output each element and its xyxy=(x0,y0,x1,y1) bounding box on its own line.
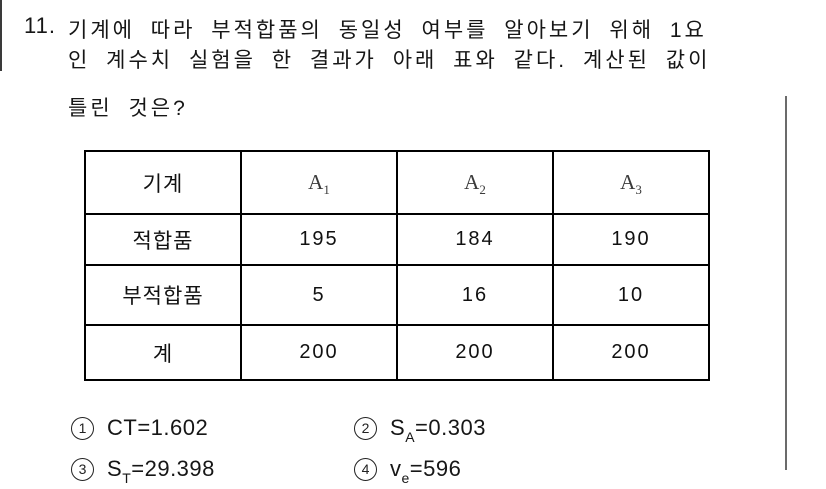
row-label-conforming: 적합품 xyxy=(84,213,242,266)
column-header-a2-base: A xyxy=(464,170,480,194)
table-corner-cell: 기계 xyxy=(84,150,242,215)
table-header-row: 기계 A1 A2 A3 xyxy=(84,150,710,215)
option-1-number-circle: 1 xyxy=(71,416,94,440)
option-4-value: =596 xyxy=(409,456,462,481)
option-2-number-circle: 2 xyxy=(354,416,377,440)
option-2-symbol: S xyxy=(390,415,406,440)
option-4-label: ve=596 xyxy=(390,456,462,485)
right-column-divider-line xyxy=(785,96,787,470)
option-3-subscript: T xyxy=(122,470,132,487)
option-4-number-circle: 4 xyxy=(354,457,377,481)
column-header-a2-subscript: 2 xyxy=(479,182,486,198)
question-text-line2: 인 계수치 실험을 한 결과가 아래 표와 같다. 계산된 값이 xyxy=(68,49,711,72)
option-3-number-circle: 3 xyxy=(71,457,94,481)
column-header-a3-base: A xyxy=(620,170,636,194)
option-4[interactable]: 4 ve=596 xyxy=(354,456,462,485)
table-cell: 16 xyxy=(396,264,554,326)
option-4-symbol: v xyxy=(390,456,402,481)
table-row-conforming: 적합품 195 184 190 xyxy=(84,213,710,266)
table-cell: 190 xyxy=(552,213,710,266)
option-3[interactable]: 3 ST=29.398 xyxy=(71,456,215,485)
option-3-value: =29.398 xyxy=(131,456,215,481)
option-1-label: CT=1.602 xyxy=(107,415,208,441)
table-cell: 5 xyxy=(240,264,398,326)
table-row-nonconforming: 부적합품 5 16 10 xyxy=(84,264,710,326)
option-3-label: ST=29.398 xyxy=(107,456,215,485)
column-header-a3: A3 xyxy=(552,150,710,215)
row-label-total: 계 xyxy=(84,324,242,381)
table-cell: 184 xyxy=(396,213,554,266)
table-cell: 200 xyxy=(240,324,398,381)
left-column-divider-line xyxy=(0,0,2,71)
table-cell: 10 xyxy=(552,264,710,326)
count-results-table: 기계 A1 A2 A3 적합품 195 184 190 부적합품 5 16 10… xyxy=(84,150,710,381)
table-cell: 200 xyxy=(396,324,554,381)
option-3-symbol: S xyxy=(107,456,123,481)
option-1[interactable]: 1 CT=1.602 xyxy=(71,415,208,441)
column-header-a1-base: A xyxy=(308,170,324,194)
question-text-line3: 틀린 것은? xyxy=(68,97,188,120)
column-header-a1-subscript: 1 xyxy=(323,182,330,198)
option-2[interactable]: 2 SA=0.303 xyxy=(354,415,486,444)
row-label-nonconforming: 부적합품 xyxy=(84,264,242,326)
table-cell: 195 xyxy=(240,213,398,266)
option-1-value: =1.602 xyxy=(137,415,209,440)
option-2-value: =0.303 xyxy=(415,415,486,440)
table-cell: 200 xyxy=(552,324,710,381)
column-header-a1: A1 xyxy=(240,150,398,215)
table-row-total: 계 200 200 200 xyxy=(84,324,710,381)
column-header-a3-subscript: 3 xyxy=(635,182,642,198)
option-4-subscript: e xyxy=(401,470,410,487)
option-2-label: SA=0.303 xyxy=(390,415,486,444)
option-2-subscript: A xyxy=(405,429,416,446)
option-1-symbol: CT xyxy=(107,415,138,440)
column-header-a2: A2 xyxy=(396,150,554,215)
question-text-line1: 기계에 따라 부적합품의 동일성 여부를 알아보기 위해 1요 xyxy=(68,19,707,42)
question-number: 11. xyxy=(24,13,56,38)
